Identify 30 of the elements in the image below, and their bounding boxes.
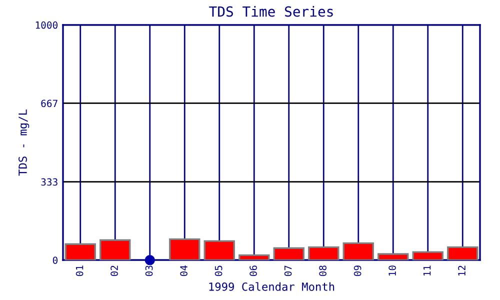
x-tick-label: 12 [458,266,466,276]
bar [169,238,200,260]
y-tick-label: 1000 [36,21,58,29]
x-tick-label: 02 [110,266,118,276]
y-tick-label: 0 [52,256,58,264]
bar [447,246,478,260]
x-tick-label: 01 [76,266,84,276]
bar [64,243,96,260]
bar [378,253,409,260]
x-tick-label: 08 [319,266,326,276]
x-tick-label: 11 [423,266,431,276]
x-tick-label: 06 [250,266,257,276]
bar [204,240,235,260]
bar [273,247,304,260]
x-tick-label: 07 [284,266,292,276]
bar [238,254,270,260]
x-axis-title: 1999 Calendar Month [209,282,334,291]
chart-title: TDS Time Series [209,6,333,17]
y-tick-label: 333 [41,178,58,186]
bar [342,242,374,260]
y-axis-title: TDS - mg/L [18,110,30,176]
x-tick-label: 09 [354,266,362,276]
x-tick-label: 05 [214,266,222,276]
x-tick-label: 03 [145,266,153,276]
x-tick-label: 04 [180,265,188,276]
bar [308,246,340,260]
x-tick-label: 10 [388,266,396,276]
bar [100,239,131,260]
bar [412,251,444,260]
y-tick-label: 667 [41,100,58,108]
